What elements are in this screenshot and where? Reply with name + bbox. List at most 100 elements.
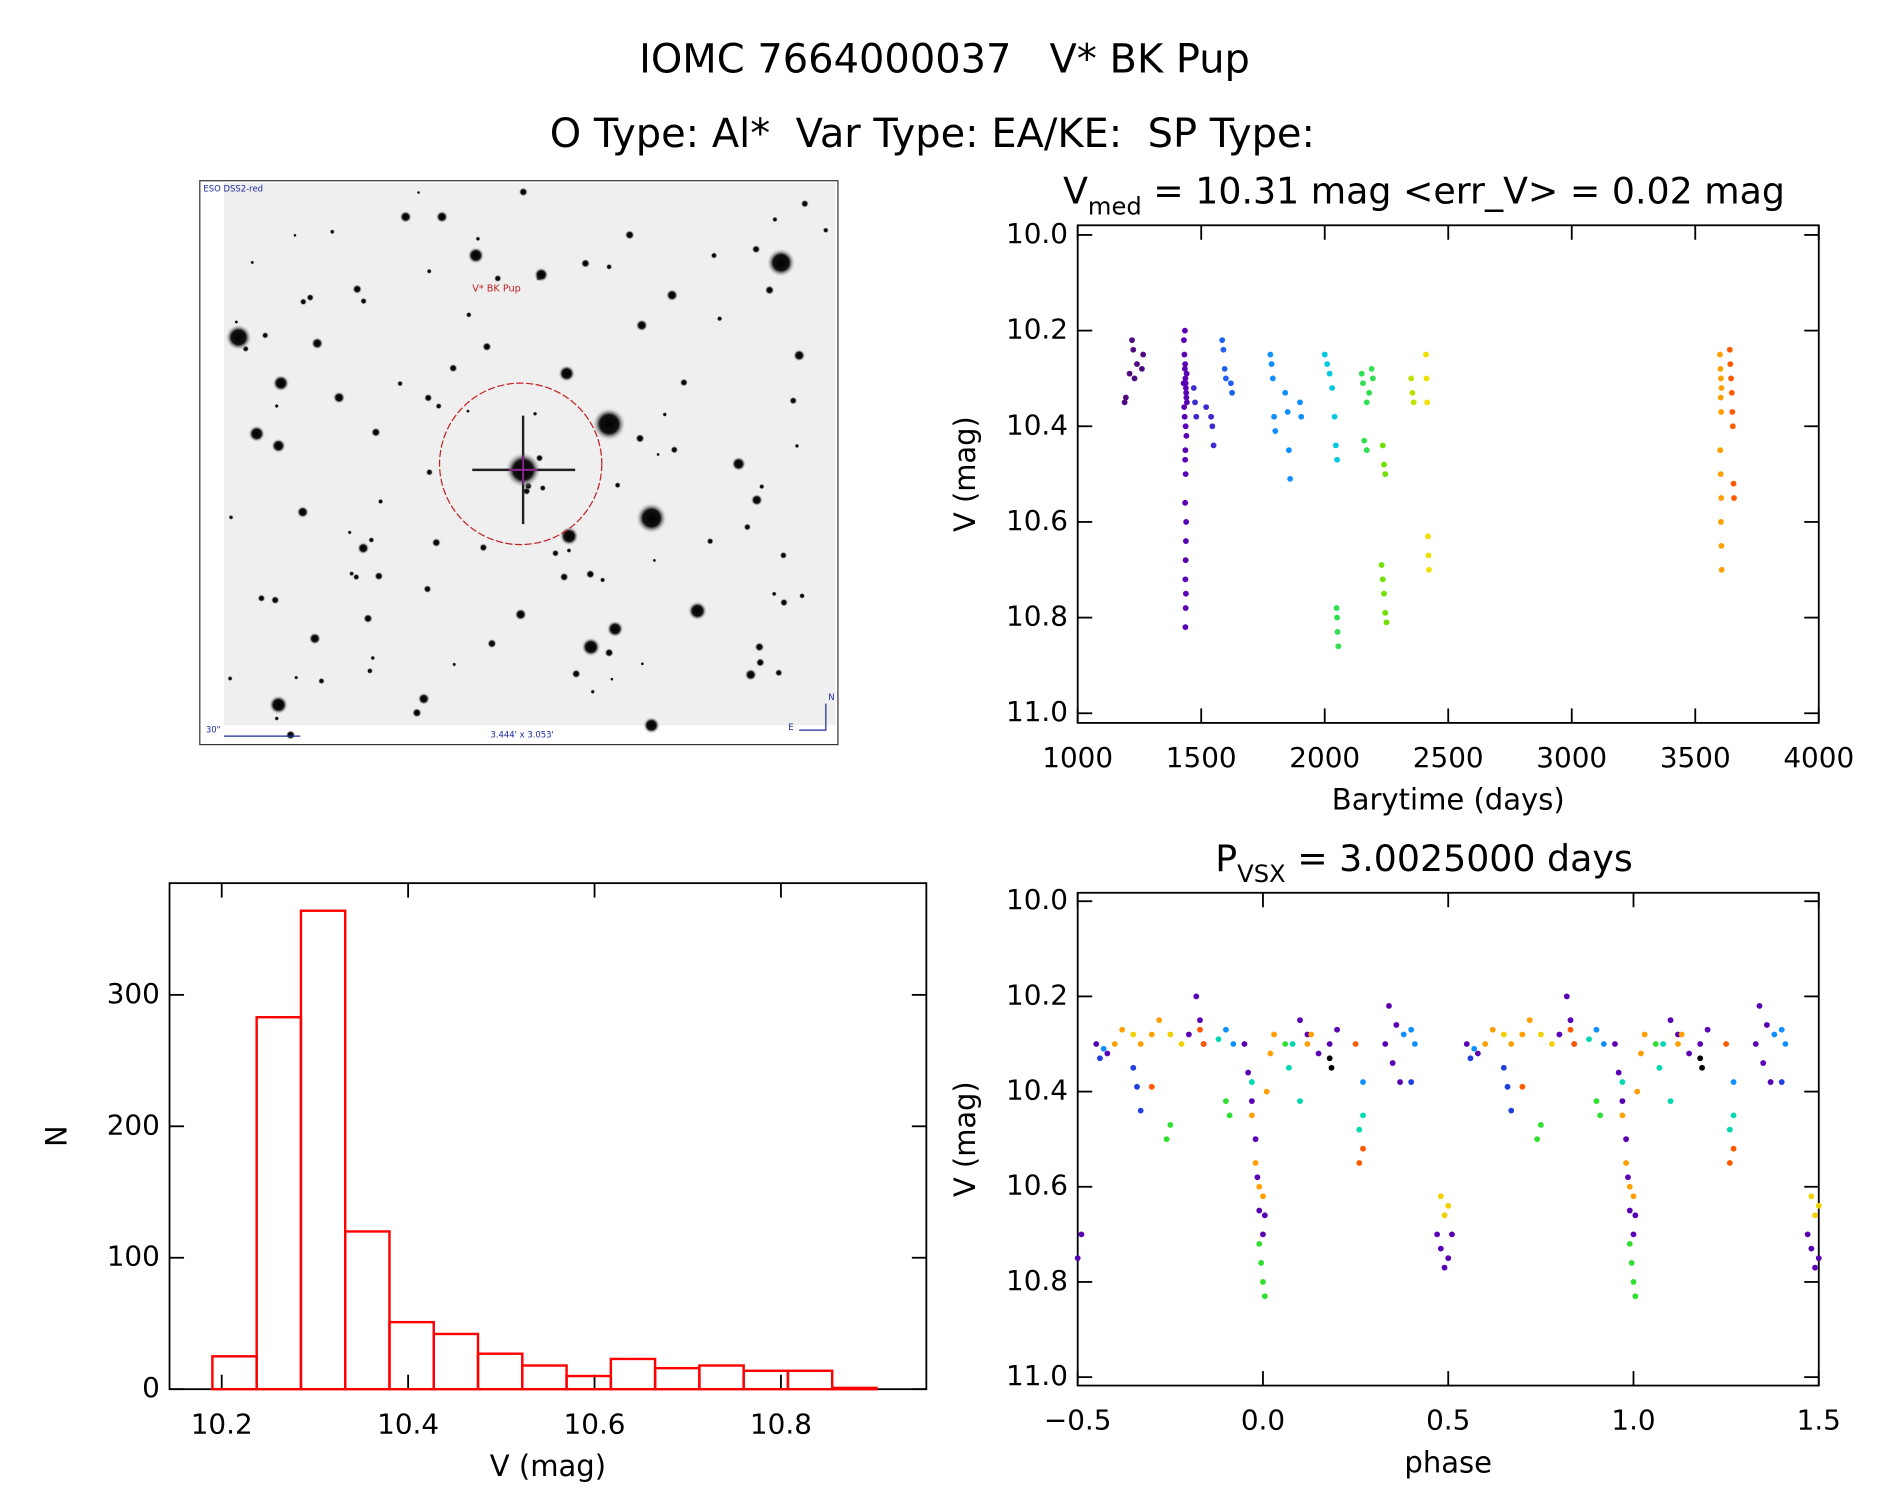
star [670, 445, 679, 454]
point [1717, 394, 1724, 401]
point [1632, 1212, 1639, 1219]
star [357, 542, 370, 555]
point [1474, 1050, 1481, 1057]
point [1297, 1098, 1303, 1104]
star [534, 267, 549, 282]
point [1379, 442, 1386, 449]
star [257, 594, 266, 603]
star [590, 689, 596, 695]
y-tick-label: 10.2 [1006, 313, 1068, 346]
point [1424, 399, 1431, 406]
x-tick-label: −0.5 [1044, 1404, 1112, 1437]
point [1208, 413, 1214, 420]
point [1556, 1031, 1563, 1038]
star [679, 378, 688, 387]
point [1425, 533, 1431, 540]
y-tick-label: 11.0 [1006, 695, 1068, 728]
star [599, 577, 606, 583]
star [293, 675, 299, 680]
point [1287, 475, 1294, 482]
point [1215, 1036, 1222, 1043]
target-circle [438, 382, 603, 546]
x-tick-label: 0.5 [1426, 1404, 1470, 1437]
star [452, 662, 457, 667]
star [250, 260, 255, 265]
point [1260, 1279, 1266, 1285]
point [1227, 380, 1234, 387]
star [766, 248, 796, 278]
point [1197, 1017, 1203, 1024]
x-tick-label: 4000 [1783, 741, 1854, 774]
point [1284, 409, 1291, 415]
title-text: = 3.0025000 days [1286, 837, 1633, 880]
point [1332, 442, 1339, 449]
point [1699, 1064, 1705, 1071]
point [1718, 375, 1724, 382]
y-tick-label: 10.4 [1006, 1074, 1068, 1107]
point [1182, 423, 1189, 430]
y-tick-label: 10.8 [1006, 1264, 1068, 1297]
point [1729, 423, 1736, 430]
point [1268, 361, 1275, 367]
point [1229, 389, 1235, 396]
star [311, 337, 324, 350]
star [652, 558, 657, 563]
point [1437, 1193, 1444, 1200]
east-label: E [788, 722, 793, 732]
point [1718, 495, 1725, 501]
star [285, 730, 296, 740]
point [1182, 327, 1188, 334]
point [1381, 590, 1387, 597]
star [306, 293, 315, 302]
star [566, 547, 572, 554]
star [558, 365, 576, 382]
point [1504, 1083, 1511, 1090]
point [1411, 1041, 1418, 1047]
point [1182, 375, 1189, 382]
x-axis-label: phase [1404, 1445, 1492, 1479]
point [1727, 361, 1734, 367]
point [1269, 375, 1276, 382]
point [1183, 432, 1190, 439]
star [399, 210, 412, 223]
x-tick-label: 10.6 [564, 1407, 626, 1440]
point [1718, 385, 1725, 391]
point [1130, 1064, 1137, 1071]
point [1285, 1064, 1292, 1071]
point [1571, 1041, 1578, 1047]
histogram-bar [521, 1364, 568, 1391]
star [635, 319, 648, 332]
point [1097, 1055, 1103, 1062]
point [1163, 1136, 1170, 1143]
star [539, 484, 547, 492]
star [467, 246, 485, 264]
point [1623, 1160, 1629, 1166]
point [1489, 1026, 1496, 1033]
point [1626, 1240, 1633, 1247]
histogram-bar [432, 1332, 480, 1391]
histogram-bar [476, 1352, 524, 1391]
point [1219, 337, 1226, 344]
star [299, 298, 307, 306]
figure-title: IOMC 7664000037 V* BK Pup [639, 36, 1250, 82]
point [1437, 1245, 1444, 1252]
point [1704, 1026, 1711, 1033]
star [465, 311, 472, 318]
point [1526, 1017, 1533, 1024]
point [1248, 1098, 1255, 1104]
point [1600, 1041, 1607, 1047]
histogram-bar [565, 1374, 613, 1391]
star [585, 569, 595, 579]
point [1182, 385, 1189, 391]
point [1352, 1041, 1359, 1047]
point [1778, 1079, 1785, 1085]
chart-title: Vmed = 10.31 mag <err_V> = 0.02 mag [1063, 170, 1785, 221]
point [1334, 456, 1340, 463]
point [1534, 1136, 1541, 1143]
point [1804, 1231, 1811, 1238]
point [1167, 1122, 1174, 1128]
point [1400, 1031, 1407, 1038]
point [1260, 1193, 1266, 1200]
point [1730, 480, 1737, 487]
